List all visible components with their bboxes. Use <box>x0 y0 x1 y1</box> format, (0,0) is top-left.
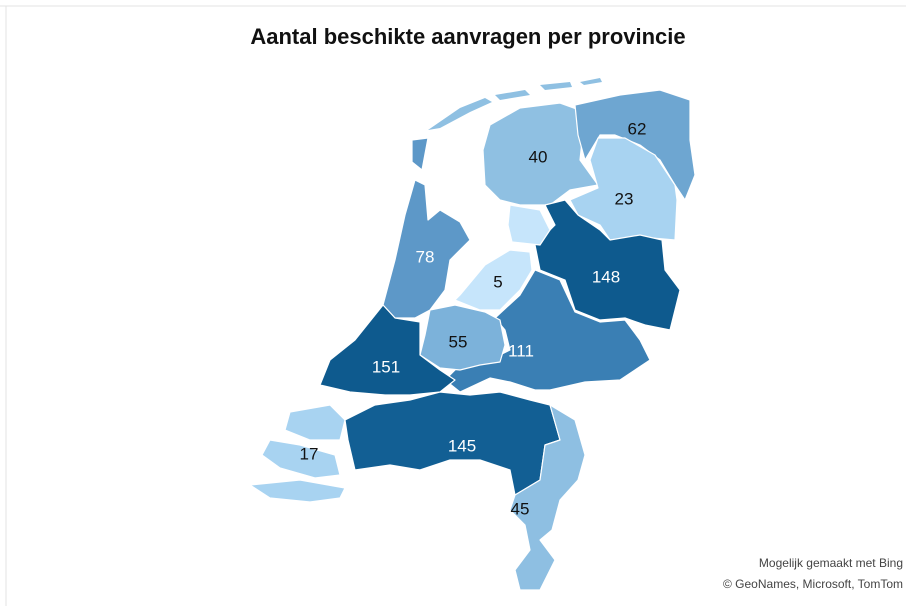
region <box>249 404 346 503</box>
attribution: © GeoNames, Microsoft, TomTom <box>723 577 903 591</box>
labels: 40 62 23 148 5 111 55 78 151 17 145 45 <box>300 119 647 518</box>
region <box>419 304 506 371</box>
region-value-label: 145 <box>448 436 476 455</box>
region-value-label: 151 <box>372 357 400 376</box>
region <box>382 137 471 319</box>
region-value-label: 78 <box>416 247 435 266</box>
region-value-label: 5 <box>493 272 502 291</box>
region-value-label: 23 <box>615 189 634 208</box>
region <box>454 204 551 311</box>
attribution: Mogelijk gemaakt met Bing <box>759 556 903 570</box>
island <box>540 82 572 90</box>
region <box>534 199 681 331</box>
region-value-label: 148 <box>592 267 620 286</box>
region-value-label: 55 <box>449 332 468 351</box>
region <box>509 404 586 591</box>
map-title: Aantal beschikte aanvragen per provincie <box>250 24 685 49</box>
region-value-label: 17 <box>300 444 319 463</box>
island <box>428 98 492 130</box>
region-value-label: 62 <box>628 119 647 138</box>
region-value-label: 45 <box>511 499 530 518</box>
island <box>495 90 530 100</box>
region <box>482 102 599 206</box>
regions <box>249 89 696 591</box>
region-value-label: 40 <box>529 147 548 166</box>
region-value-label: 111 <box>508 341 534 360</box>
wadden-islands <box>428 78 602 130</box>
island <box>580 78 602 85</box>
region <box>319 304 456 396</box>
